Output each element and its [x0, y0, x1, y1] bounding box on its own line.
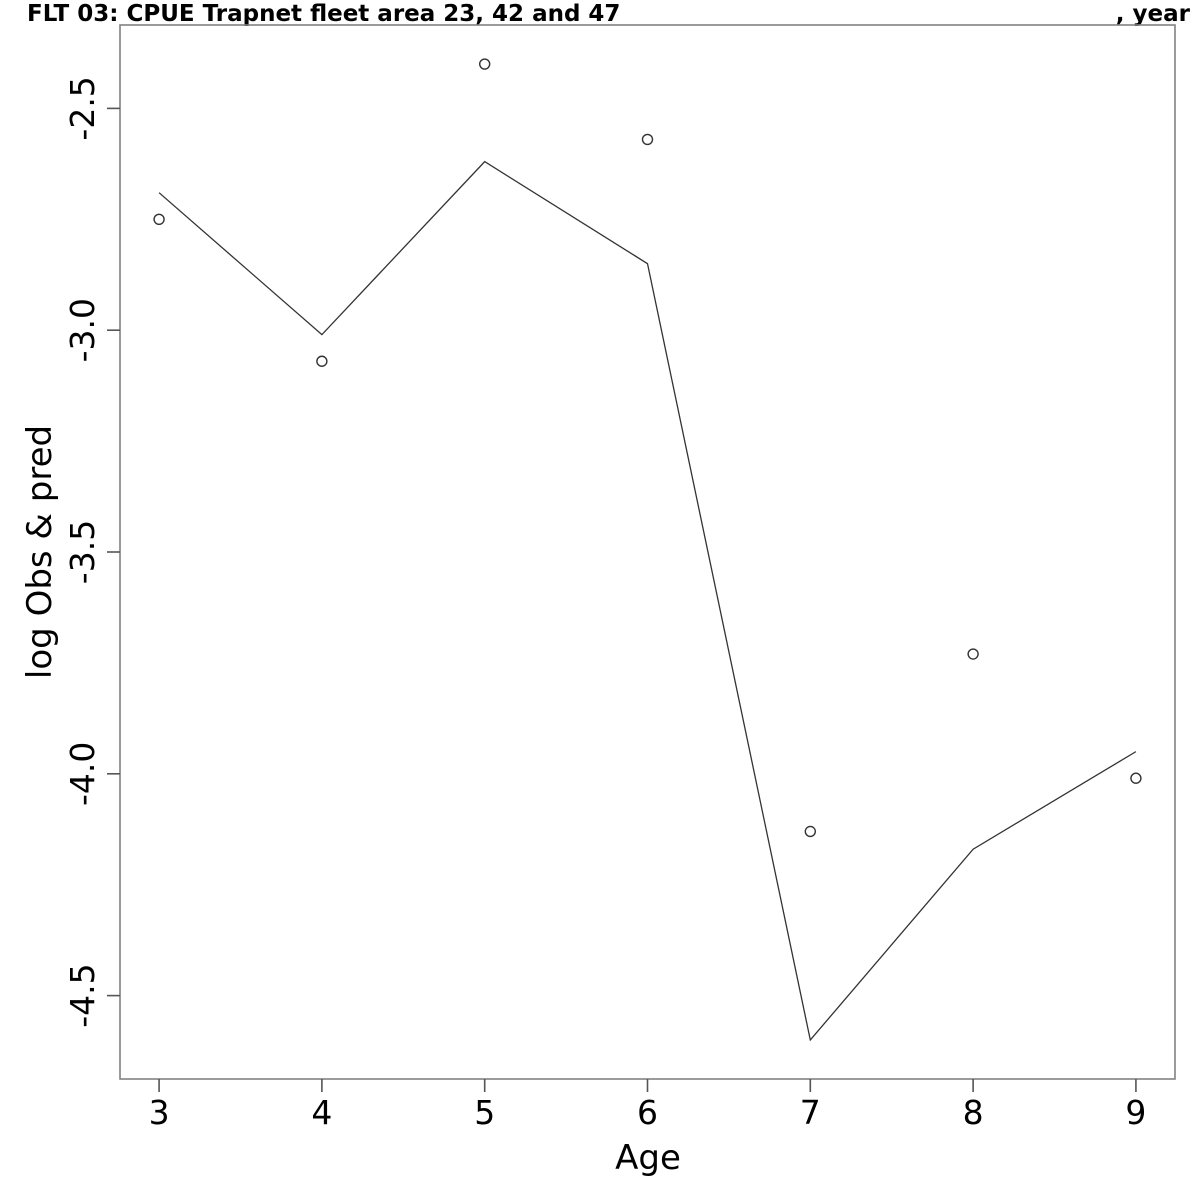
y-tick-label: -4.0 — [63, 742, 102, 806]
x-tick-label: 7 — [800, 1093, 821, 1132]
y-tick-label: -2.5 — [63, 76, 102, 140]
x-tick-label: 3 — [149, 1093, 170, 1132]
observed-point — [478, 58, 491, 70]
x-tick-label: 9 — [1125, 1093, 1146, 1132]
x-tick-label: 6 — [637, 1093, 658, 1132]
x-tick-label: 8 — [963, 1093, 984, 1132]
chart-title-right: , year — [1115, 1, 1190, 27]
observed-point — [804, 825, 817, 838]
observed-point — [153, 213, 165, 225]
observed-point — [641, 133, 654, 146]
x-axis-label: Age — [615, 1138, 681, 1178]
y-tick-label: -3.5 — [63, 520, 102, 584]
observed-point — [967, 648, 979, 660]
y-tick-label: -3.0 — [63, 298, 102, 362]
chart-title: FLT 03: CPUE Trapnet fleet area 23, 42 a… — [27, 1, 621, 27]
x-tick-label: 5 — [474, 1093, 495, 1132]
x-tick-label: 4 — [311, 1093, 332, 1132]
plot-border — [119, 24, 1176, 1080]
observed-point — [1130, 772, 1142, 784]
observed-point — [316, 355, 328, 367]
y-tick-label: -4.5 — [63, 963, 102, 1027]
predicted-line — [158, 160, 1137, 1042]
